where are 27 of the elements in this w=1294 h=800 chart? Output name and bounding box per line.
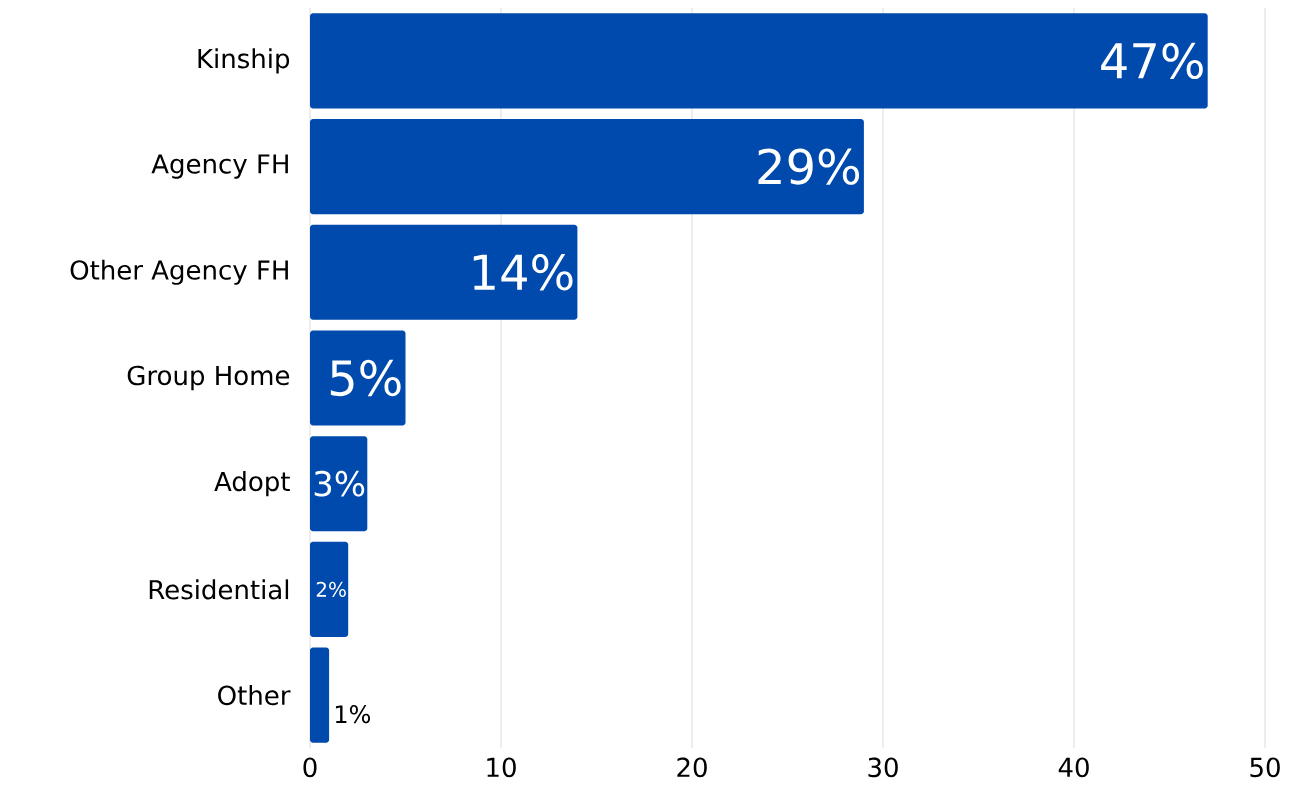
y-tick-label: Residential <box>149 579 289 600</box>
bar <box>310 330 406 426</box>
y-tick-label: Other <box>218 685 291 706</box>
bar <box>310 13 1208 109</box>
data-label: 3% <box>314 470 365 497</box>
x-tick-label: 50 <box>1250 757 1280 778</box>
data-label: 5% <box>330 359 401 397</box>
y-tick-label: Adopt <box>214 471 290 497</box>
y-tick-label: Agency FH <box>151 154 288 179</box>
y-tick-label: Group Home <box>127 365 290 391</box>
data-label: 14% <box>473 254 573 291</box>
x-tick-label: 10 <box>487 757 516 778</box>
x-tick-label: 30 <box>868 757 898 778</box>
x-tick-label: 40 <box>1058 757 1089 778</box>
x-tick-label: 0 <box>303 757 317 778</box>
x-tick-label: 20 <box>677 757 707 778</box>
bar <box>310 541 349 637</box>
data-label: 29% <box>758 148 860 185</box>
bar <box>310 119 864 215</box>
data-label: 47% <box>1101 42 1203 79</box>
bar <box>310 436 368 532</box>
bar <box>310 647 330 743</box>
data-label: 2% <box>316 581 346 597</box>
y-tick-label: Kinship <box>198 48 290 74</box>
y-tick-label: Other Agency FH <box>70 259 288 285</box>
data-label: 1% <box>335 705 371 724</box>
bar <box>310 224 578 320</box>
